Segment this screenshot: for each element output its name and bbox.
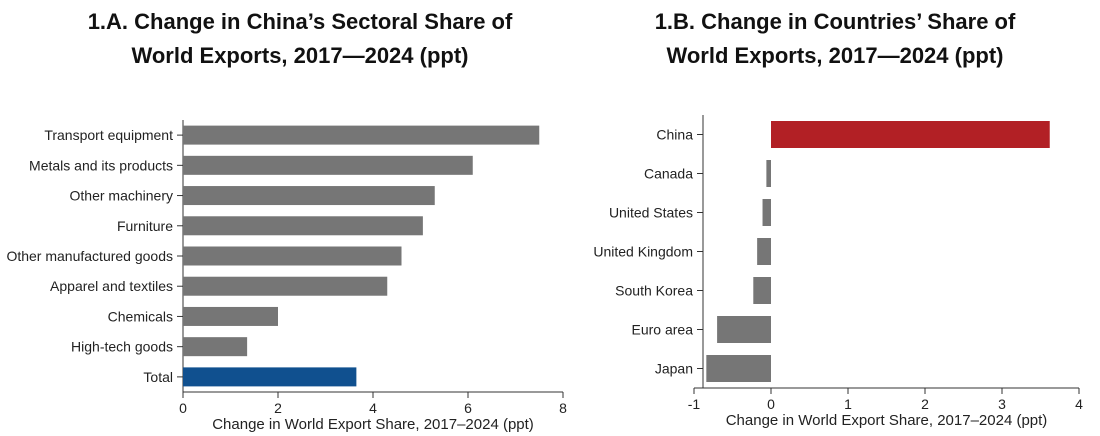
bar-apparel-and-textiles: [183, 276, 388, 296]
bar-other-machinery: [183, 186, 435, 206]
x-tick-label-1: 2: [274, 400, 282, 416]
chart-a-title-line2: World Exports, 2017—2024 (ppt): [131, 43, 469, 68]
chart-a-title-line1: 1.A. Change in China’s Sectoral Share of: [87, 9, 513, 34]
bar-furniture: [183, 216, 423, 236]
y-tick-label-apparel-and-textiles: Apparel and textiles: [50, 278, 173, 294]
bar-total: [183, 367, 357, 387]
chart-b-title-line1: 1.B. Change in Countries’ Share of: [654, 9, 1016, 34]
y-tick-label-united-states: United States: [609, 205, 693, 221]
bar-high-tech-goods: [183, 337, 248, 357]
x-tick-label-1: 0: [767, 396, 775, 412]
y-tick-label-furniture: Furniture: [117, 218, 173, 234]
chart-b-title-line2: World Exports, 2017—2024 (ppt): [666, 43, 1004, 68]
x-tick-label-4: 3: [998, 396, 1006, 412]
x-axis-label: Change in World Export Share, 2017–2024 …: [212, 416, 534, 433]
bar-chemicals: [183, 306, 278, 326]
x-tick-label-0: 0: [179, 400, 187, 416]
y-tick-label-high-tech-goods: High-tech goods: [71, 339, 173, 355]
y-tick-label-other-manufactured-goods: Other manufactured goods: [6, 248, 173, 264]
x-tick-label-2: 1: [844, 396, 852, 412]
bar-metals-and-its-products: [183, 155, 473, 175]
y-tick-label-china: China: [656, 127, 693, 143]
x-tick-label-3: 6: [464, 400, 472, 416]
y-tick-label-total: Total: [143, 369, 173, 385]
bar-euro-area: [717, 316, 771, 343]
y-tick-label-united-kingdom: United Kingdom: [593, 244, 693, 260]
y-tick-label-euro-area: Euro area: [632, 322, 694, 338]
chart-b-title: 1.B. Change in Countries’ Share of World…: [610, 5, 1060, 73]
y-tick-label-other-machinery: Other machinery: [70, 188, 173, 204]
x-tick-label-3: 2: [921, 396, 929, 412]
chart-b-country-share: China Canada United States United Kingdom So…: [593, 115, 1083, 429]
x-tick-label-2: 4: [369, 400, 377, 416]
bar-transport-equipment: [183, 125, 540, 145]
y-tick-label-metals-and-its-products: Metals and its products: [29, 157, 173, 173]
bar-canada: [766, 160, 771, 187]
x-tick-label-4: 8: [559, 400, 567, 416]
y-tick-label-japan: Japan: [655, 361, 693, 377]
x-tick-label-5: 4: [1075, 396, 1083, 412]
x-tick-label-0: -1: [688, 396, 701, 412]
bar-china: [771, 121, 1050, 148]
chart-a-title: 1.A. Change in China’s Sectoral Share of…: [80, 5, 520, 73]
y-tick-label-transport-equipment: Transport equipment: [44, 127, 173, 143]
bar-other-manufactured-goods: [183, 246, 402, 266]
chart-a-sectoral-share: Transport equipment Metals and its produc…: [6, 120, 567, 433]
x-axis-label: Change in World Export Share, 2017–2024 …: [726, 412, 1048, 429]
y-tick-label-canada: Canada: [644, 166, 693, 182]
bar-japan: [706, 355, 771, 382]
bar-united-kingdom: [757, 238, 771, 265]
bar-south-korea: [753, 277, 771, 304]
y-tick-label-south-korea: South Korea: [615, 283, 693, 299]
y-tick-label-chemicals: Chemicals: [108, 308, 173, 324]
bar-united-states: [762, 199, 771, 226]
